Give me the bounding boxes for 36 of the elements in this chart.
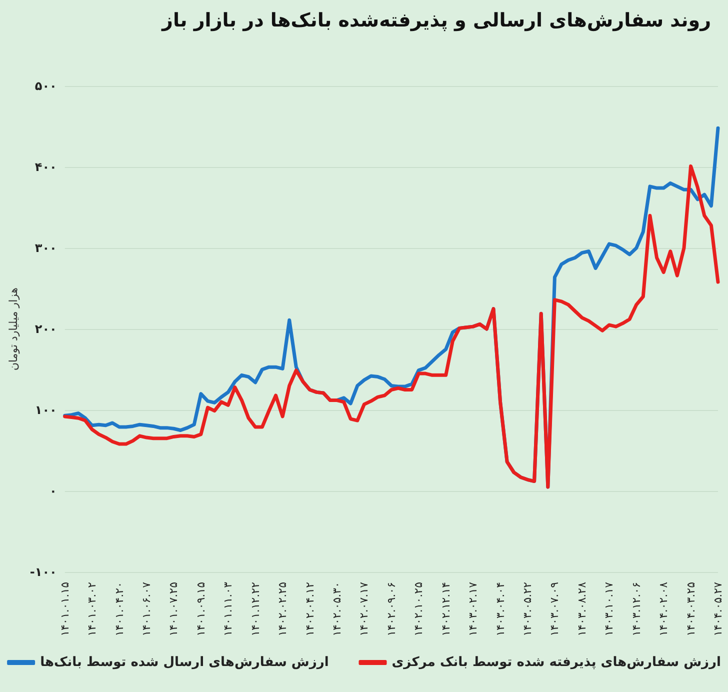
y-tick-label: ۴۰۰ <box>34 160 57 174</box>
y-tick-label: ۵۰۰ <box>34 79 57 93</box>
x-tick-label: ۱۴۰۲.۰۵.۳۰ <box>330 582 344 636</box>
x-tick-label: ۱۴۰۳.۰۲.۱۷ <box>466 582 480 636</box>
x-tick-label: ۱۴۰۲.۰۴.۱۲ <box>303 582 316 636</box>
x-tick-label: ۱۴۰۴.۰۵.۲۷ <box>712 582 724 636</box>
y-tick-label: -۱۰۰ <box>30 565 57 579</box>
y-tick-label: ۳۰۰ <box>34 241 57 255</box>
x-tick-label: ۱۴۰۱.۱۲.۲۲ <box>248 582 262 636</box>
legend-label: ارزش سفارش‌های پذیرفته شده توسط بانک مرکزی <box>392 655 721 670</box>
x-tick-label: ۱۴۰۴.۰۳.۲۵ <box>684 582 698 636</box>
x-tick-label: ۱۴۰۲.۰۷.۱۷ <box>358 582 371 636</box>
y-tick-label: ۰ <box>50 484 57 498</box>
x-tick-label: ۱۴۰۱.۰۱.۱۵ <box>58 582 72 636</box>
x-tick-label: ۱۴۰۲.۱۲.۱۴ <box>439 582 452 636</box>
x-tick-label: ۱۴۰۲.۱۰.۲۵ <box>412 582 426 636</box>
y-tick-label: ۲۰۰ <box>34 322 57 336</box>
x-tick-label: ۱۴۰۳.۰۸.۲۸ <box>575 582 588 636</box>
x-tick-label: ۱۴۰۳.۰۵.۲۲ <box>521 582 534 636</box>
x-tick-label: ۱۴۰۱.۰۳.۰۲ <box>86 582 99 636</box>
chart-title: روند سفارش‌های ارسالی و پذیرفته‌شده بانک‌ها در بازار باز <box>161 10 712 32</box>
legend-label: ارزش سفارش‌های ارسال شده توسط بانک‌ها <box>40 655 329 670</box>
x-tick-label: ۱۴۰۴.۰۲.۰۸ <box>657 582 670 636</box>
y-axis-title: هزار میلیارد تومان <box>7 287 20 371</box>
y-tick-label: ۱۰۰ <box>34 403 57 417</box>
x-tick-label: ۱۴۰۳.۰۴.۰۴ <box>494 582 507 636</box>
x-tick-label: ۱۴۰۱.۰۴.۲۰ <box>112 582 126 636</box>
x-tick-label: ۱۴۰۱.۰۷.۲۵ <box>167 582 180 636</box>
x-tick-label: ۱۴۰۲.۰۹.۰۶ <box>384 582 398 636</box>
x-tick-label: ۱۴۰۳.۱۲.۰۶ <box>630 582 643 636</box>
x-tick-label: ۱۴۰۱.۰۶.۰۷ <box>140 582 153 636</box>
x-tick-label: ۱۴۰۲.۰۲.۲۵ <box>276 582 290 636</box>
x-tick-label: ۱۴۰۳.۱۰.۱۷ <box>602 582 616 636</box>
x-tick-label: ۱۴۰۱.۰۹.۱۵ <box>194 582 208 636</box>
x-tick-label: ۱۴۰۳.۰۷.۰۹ <box>548 582 562 636</box>
x-tick-label: ۱۴۰۱.۱۱.۰۳ <box>222 582 235 636</box>
